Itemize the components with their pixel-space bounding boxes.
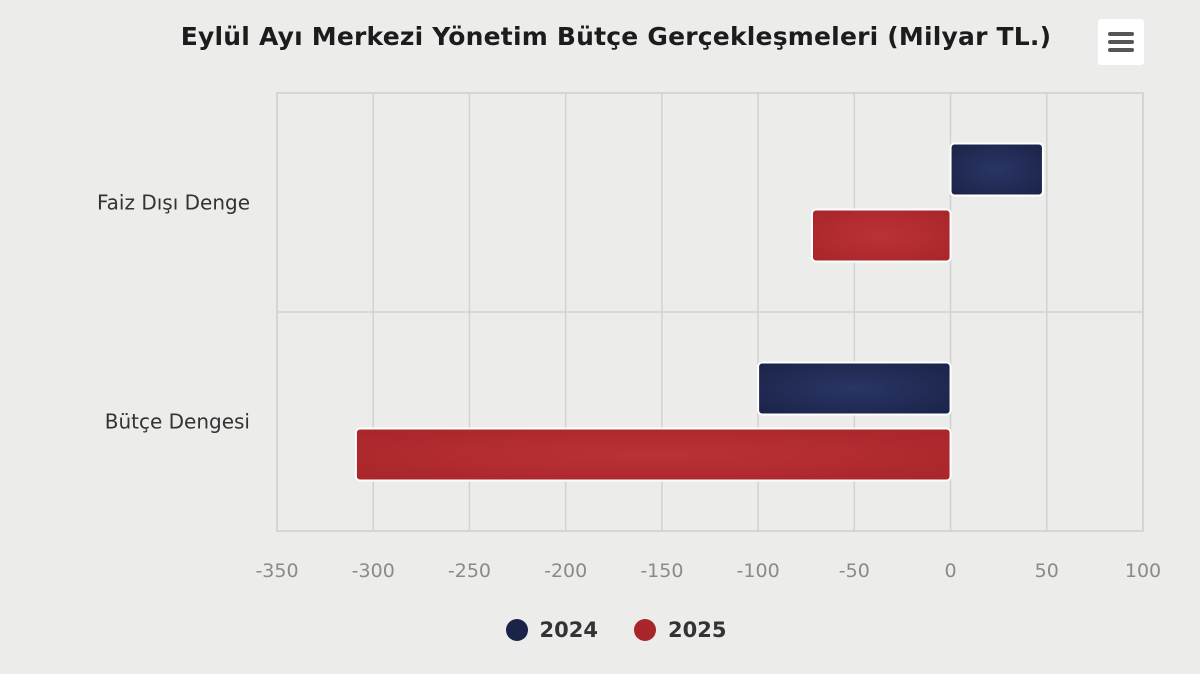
bar-2025 <box>354 427 952 482</box>
legend-item-2024[interactable]: 2024 <box>505 618 598 642</box>
x-tick-label: -50 <box>839 560 870 582</box>
chart-legend: 2024 2025 <box>0 618 1200 642</box>
x-tick-label: -150 <box>640 560 683 582</box>
bar-2025 <box>810 208 952 263</box>
x-tick-label: 50 <box>1035 560 1059 582</box>
x-tick-label: -350 <box>255 560 298 582</box>
x-tick-label: -100 <box>737 560 780 582</box>
chart-menu-button[interactable] <box>1098 19 1144 65</box>
legend-swatch-2024 <box>505 619 528 641</box>
legend-item-2025[interactable]: 2025 <box>634 618 726 642</box>
x-tick-label: 0 <box>945 560 957 582</box>
hamburger-menu-icon <box>1108 32 1134 36</box>
x-tick-label: -200 <box>544 560 587 582</box>
category-label: Faiz Dışı Denge <box>97 191 250 215</box>
legend-label-2024: 2024 <box>539 618 598 642</box>
legend-swatch-2025 <box>634 619 656 641</box>
x-tick-label: -250 <box>448 560 491 582</box>
legend-label-2025: 2025 <box>668 618 727 642</box>
x-tick-label: -300 <box>352 560 395 582</box>
bar-2024 <box>949 142 1044 197</box>
hamburger-line <box>1108 48 1134 52</box>
category-label: Bütçe Dengesi <box>105 410 250 434</box>
chart-title: Eylül Ayı Merkezi Yönetim Bütçe Gerçekle… <box>180 22 1052 51</box>
x-tick-label: 100 <box>1125 560 1161 582</box>
bar-2024 <box>757 361 952 416</box>
hamburger-line <box>1108 40 1134 44</box>
